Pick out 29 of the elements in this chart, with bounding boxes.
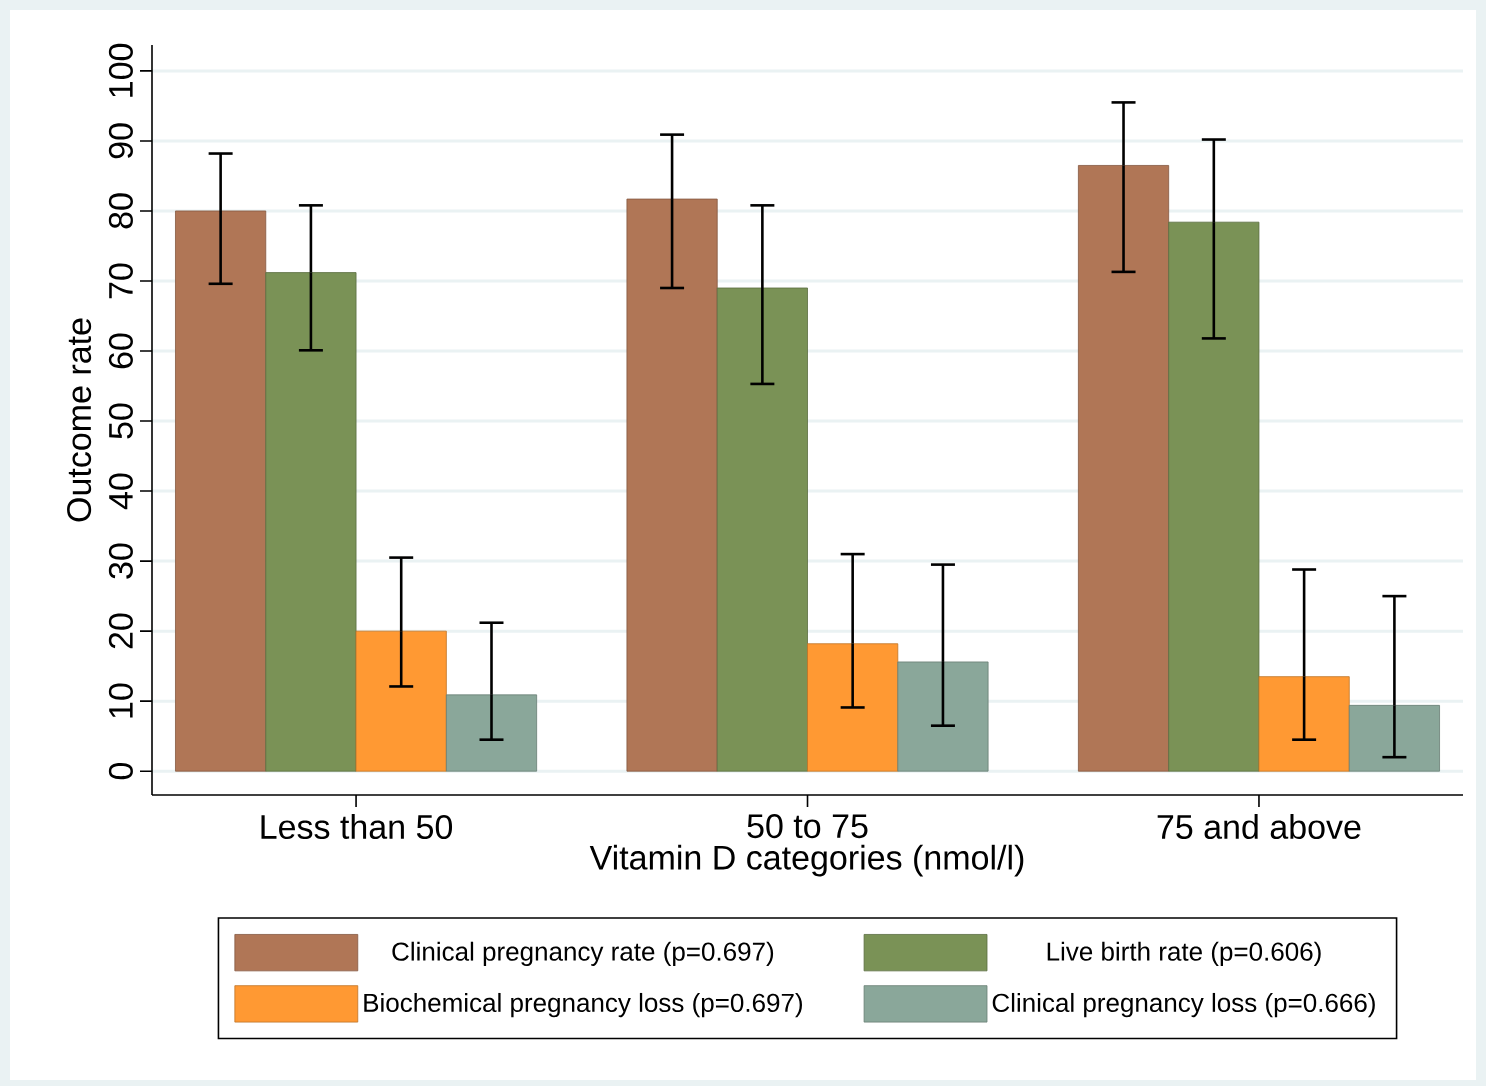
bar xyxy=(1168,221,1260,772)
bar xyxy=(1077,165,1170,772)
x-axis-title: Vitamin D categories (nmol/l) xyxy=(589,844,1024,877)
bar xyxy=(265,272,357,772)
bar xyxy=(175,210,267,772)
y-axis-title: Outcome rate xyxy=(67,318,92,522)
y-tick-label: 100 xyxy=(108,43,133,97)
legend-label: Clinical pregnancy loss (p=0.666) xyxy=(992,992,1375,1018)
y-tick-label: 70 xyxy=(108,263,133,299)
bar xyxy=(807,643,899,772)
y-tick-label: 90 xyxy=(108,123,133,159)
y-tick-label: 60 xyxy=(108,333,133,369)
x-tick-label: 50 to 75 xyxy=(747,814,868,839)
bar xyxy=(626,198,718,772)
y-tick-label: 80 xyxy=(108,193,133,229)
y-tick-label: 40 xyxy=(108,473,133,510)
legend-label: Biochemical pregnancy loss (p=0.697) xyxy=(364,992,802,1018)
y-tick-label: 50 xyxy=(108,403,133,439)
y-tick-label: 10 xyxy=(108,683,133,718)
x-tick-label: 75 and above xyxy=(1157,814,1361,840)
y-tick-label: 0 xyxy=(108,763,133,780)
y-tick-label: 20 xyxy=(108,613,133,649)
legend-label: Clinical pregnancy rate (p=0.697) xyxy=(392,941,774,966)
bar xyxy=(445,694,538,772)
y-tick-label: 30 xyxy=(108,543,133,579)
bar xyxy=(355,630,447,772)
x-tick-label: Less than 50 xyxy=(261,814,453,840)
legend-label: Live birth rate (p=0.606) xyxy=(1047,941,1321,966)
bar xyxy=(716,287,808,772)
